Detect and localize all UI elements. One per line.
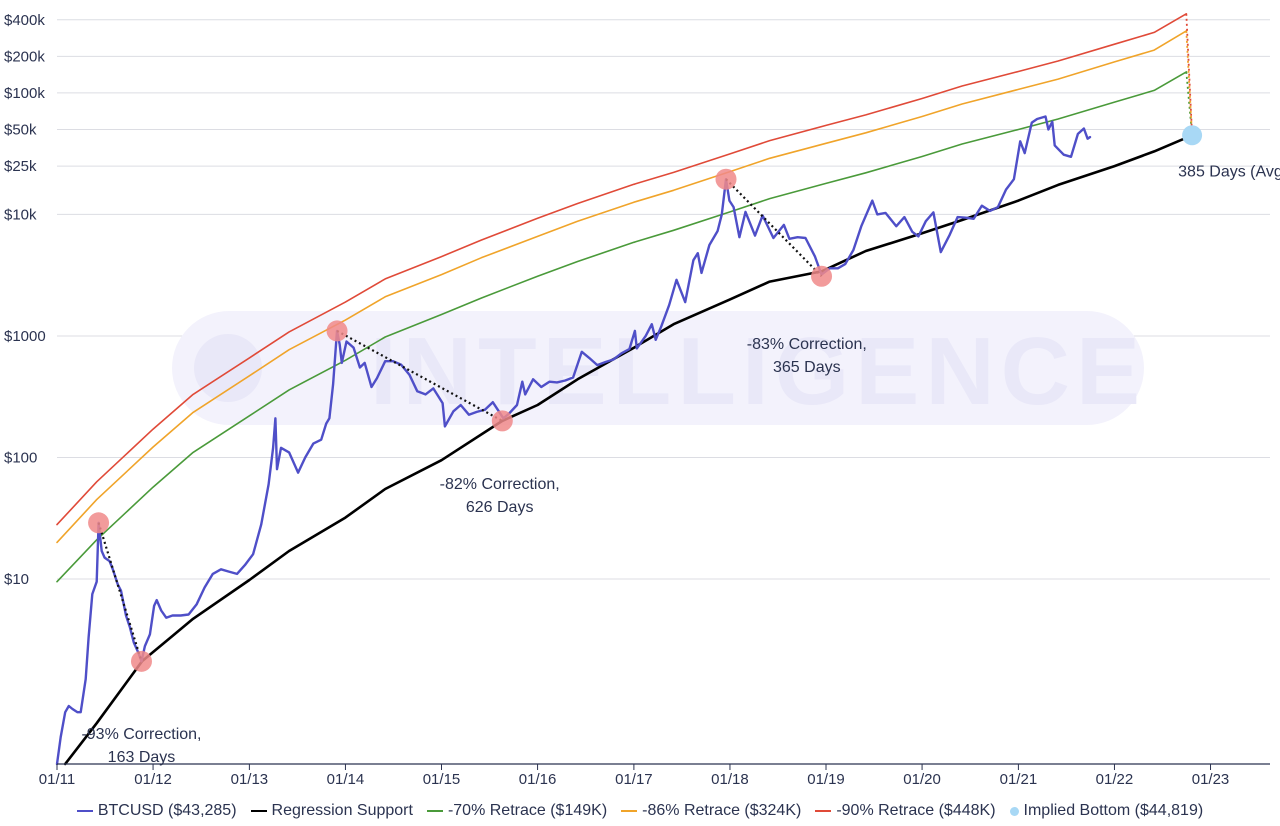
legend-label: -90% Retrace ($448K) [836,802,996,819]
x-tick-label: 01/11 [39,771,75,788]
y-tick-label: $10k [4,206,37,223]
annotation-text: 385 Days (Avg.) [1178,164,1280,181]
implied-bottom-marker [1182,125,1203,146]
legend-line-icon [426,810,443,812]
annotation-text: -93% Correction, [81,726,201,743]
annotation-text: -83% Correction, [747,336,867,353]
y-tick-label: $400k [4,12,45,29]
x-tick-label: 01/20 [903,771,941,788]
x-tick-label: 01/23 [1192,771,1230,788]
legend-label: BTCUSD ($43,285) [97,802,237,819]
gridlines [57,19,1270,580]
legend-line-icon [621,810,638,812]
annotation-text: 365 Days [773,359,841,376]
retrace-line-1-projection [1185,71,1193,136]
x-tick-label: 01/15 [423,771,461,788]
legend-item[interactable]: -90% Retrace ($448K) [815,802,996,820]
cycle-marker [88,512,110,534]
cycle-marker [491,410,513,432]
x-tick-label: 01/12 [134,771,172,788]
legend-label: Regression Support [271,802,413,819]
watermark-pill [172,311,1144,425]
x-tick-label: 01/13 [231,771,269,788]
y-tick-label: $10 [4,571,29,588]
cycle-marker [130,650,152,672]
legend-line-icon [250,810,267,812]
legend-item[interactable]: Implied Bottom ($44,819) [1009,802,1204,820]
y-tick-label: $1000 [4,328,46,345]
legend-line-icon [76,810,93,812]
annotation-text: 163 Days [108,749,176,766]
cycle-marker [715,168,737,190]
legend-label: Implied Bottom ($44,819) [1023,802,1204,819]
regression-support-layer [63,134,1194,766]
x-tick-label: 01/18 [711,771,749,788]
retrace-line-3 [56,13,1188,526]
btcusd-line [55,115,1092,766]
cycle-marker [326,320,348,342]
legend-item[interactable]: Regression Support [250,802,413,820]
legend-label: -70% Retrace ($149K) [447,802,608,819]
chart-legend: BTCUSD ($43,285) Regression Support -70% R… [0,798,1280,824]
annotation-text: 626 Days [466,499,534,516]
x-tick-label: 01/22 [1096,771,1134,788]
legend-line-icon [815,810,832,812]
correction-connectors [97,178,823,662]
peak-trough-markers [88,125,1203,672]
y-tick-label: $25k [4,158,37,175]
retrace-line-2 [56,30,1188,544]
correction-connector [97,522,143,662]
retrace-line-1 [56,71,1188,583]
watermark-text: INTELLIGENCE [370,318,1146,425]
y-tick-label: $50k [4,122,37,139]
correction-connector [725,178,823,278]
retrace-bands [56,13,1193,583]
correction-connector [336,329,503,422]
legend-item[interactable]: -86% Retrace ($324K) [621,802,801,820]
x-tick-label: 01/19 [807,771,845,788]
legend-item[interactable]: -70% Retrace ($149K) [426,802,608,820]
y-tick-label: $200k [4,48,45,65]
y-tick-label: $100k [4,85,45,102]
legend-label: -86% Retrace ($324K) [642,802,802,819]
x-tick-label: 01/14 [327,771,365,788]
y-tick-label: $100 [4,449,37,466]
watermark-logo-icon [194,334,262,402]
x-tick-label: 01/17 [615,771,653,788]
x-tick-label: 01/16 [519,771,557,788]
retrace-line-3-projection [1185,13,1193,136]
annotation-text: -82% Correction, [440,476,560,493]
btc-price-layer [55,115,1092,766]
annotations: -93% Correction, 163 Days -82% Correction,… [81,164,1280,767]
axes: $10 $100 $1000 $10k $25k $50k $100k $200k $400k 0… [4,12,1270,788]
regression-support-line [63,134,1194,766]
watermark: INTELLIGENCE [172,311,1146,425]
btc-log-chart: INTELLIGENCE $10$100$1000$10k$25k$50k$10… [4,12,1280,788]
legend-dot-icon [1009,806,1019,816]
legend-item[interactable]: BTCUSD ($43,285) [76,802,237,820]
cycle-marker [811,265,833,287]
x-tick-label: 01/21 [1000,771,1038,788]
